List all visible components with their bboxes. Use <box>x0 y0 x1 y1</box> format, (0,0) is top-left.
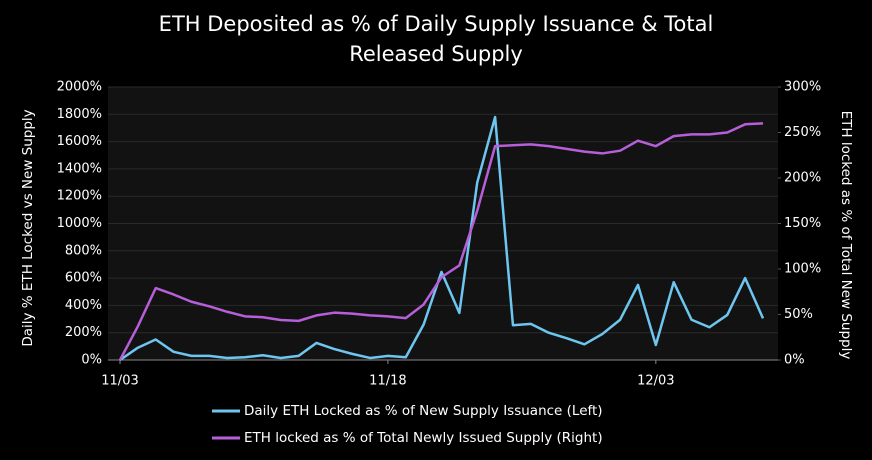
chart-title: ETH Deposited as % of Daily Supply Issua… <box>159 12 714 36</box>
legend-label: ETH locked as % of Total Newly Issued Su… <box>244 430 603 446</box>
y-tick-label: 1000% <box>57 216 102 231</box>
x-tick-label: 11/18 <box>369 374 406 389</box>
y-tick-label: 200% <box>65 325 102 340</box>
y-axis-title: Daily % ETH Locked vs New Supply <box>20 109 36 346</box>
y2-tick-label: 100% <box>784 262 821 277</box>
series-line <box>119 115 765 362</box>
y2-tick-label: 200% <box>784 171 821 186</box>
y2-tick-label: 300% <box>784 80 821 95</box>
series-line <box>118 122 764 361</box>
y-tick-label: 1200% <box>57 189 102 204</box>
y2-axis-title: ETH locked as % of Total New Supply <box>838 111 854 360</box>
y2-tick-label: 50% <box>784 307 813 322</box>
chart-title: Released Supply <box>349 42 523 66</box>
x-tick-label: 11/03 <box>101 374 138 389</box>
y2-tick-label: 0% <box>784 353 805 368</box>
y-tick-label: 0% <box>81 353 102 368</box>
legend-label: Daily ETH Locked as % of New Supply Issu… <box>244 403 603 419</box>
y-tick-label: 1400% <box>57 161 102 176</box>
y-tick-label: 1600% <box>57 134 102 149</box>
y-tick-label: 2000% <box>57 80 102 95</box>
y-tick-label: 400% <box>65 298 102 313</box>
x-tick-label: 12/03 <box>637 374 674 389</box>
y-tick-label: 600% <box>65 271 102 286</box>
y-tick-label: 1800% <box>57 107 102 122</box>
y2-tick-label: 250% <box>784 125 821 140</box>
y2-tick-label: 150% <box>784 216 821 231</box>
y-tick-label: 800% <box>65 243 102 258</box>
